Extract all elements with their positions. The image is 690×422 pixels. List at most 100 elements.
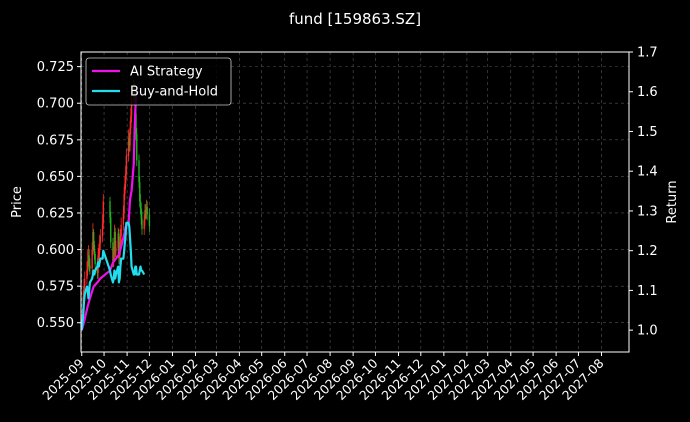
candle-body — [145, 207, 148, 213]
y-tick-label-left: 0.575 — [37, 280, 74, 295]
y-tick-label-right: 1.5 — [637, 125, 658, 140]
candle-body — [84, 278, 86, 287]
candle-body — [128, 138, 131, 146]
candle-body — [138, 160, 140, 183]
candle-body — [148, 214, 151, 227]
candle-body — [125, 155, 128, 174]
candle — [124, 176, 126, 200]
candle-body — [136, 133, 138, 161]
candle — [141, 211, 143, 235]
candle-body — [124, 183, 126, 194]
candle — [144, 204, 146, 227]
candle-body — [98, 243, 101, 253]
legend-box — [85, 57, 232, 106]
y-tick-label-right: 1.1 — [637, 284, 658, 299]
candle-body — [129, 128, 131, 146]
candle — [86, 261, 88, 285]
candle — [99, 229, 102, 250]
candle — [101, 214, 104, 243]
candle-body — [101, 223, 104, 237]
candle — [122, 205, 125, 231]
candle-body — [119, 236, 122, 250]
line-ai-strategy — [80, 90, 141, 331]
candle-body — [118, 233, 120, 259]
legend-label-buy-and-hold: Buy-and-Hold — [130, 85, 218, 100]
candle — [102, 193, 105, 230]
candle-body — [141, 218, 143, 230]
candle — [91, 242, 93, 275]
candle — [128, 132, 131, 152]
candle-body — [144, 210, 146, 221]
candle — [125, 148, 128, 180]
line-buy-and-hold — [80, 221, 146, 331]
candle-body — [146, 207, 148, 215]
candle-body — [109, 201, 111, 218]
candle-body — [117, 233, 119, 249]
candle — [139, 176, 141, 208]
candle — [130, 107, 132, 134]
y-tick-label-left: 0.650 — [37, 170, 74, 185]
candle — [92, 229, 95, 252]
candle — [93, 240, 96, 260]
candle — [139, 193, 142, 215]
y-axis-label-price: Price — [10, 186, 25, 218]
candle — [89, 258, 91, 275]
candle-body — [143, 220, 145, 230]
candle — [115, 240, 117, 257]
candle-body — [113, 232, 116, 254]
candle — [148, 208, 151, 232]
candle-body — [102, 201, 105, 224]
candle-body — [122, 212, 125, 225]
candle — [109, 196, 111, 224]
y-tick-label-left: 0.550 — [37, 316, 74, 331]
left-y-axis: 0.550 0.575 0.600 0.625 0.650 0.675 0.700 0.725 — [37, 60, 81, 331]
candle-body — [144, 210, 147, 213]
candle-body — [92, 232, 95, 246]
candle — [140, 202, 142, 225]
candle — [127, 129, 130, 162]
y-tick-label-right: 1.4 — [637, 165, 658, 180]
candle-body — [99, 236, 102, 244]
y-tick-label-right: 1.3 — [637, 204, 658, 219]
candle-body — [91, 249, 93, 269]
y-tick-label-right: 1.2 — [637, 244, 658, 259]
candle — [123, 186, 125, 219]
candle — [94, 251, 96, 271]
candle — [117, 227, 119, 254]
right-y-axis: 1.0 1.1 1.2 1.3 1.4 1.5 1.6 1.7 — [629, 46, 658, 339]
candle — [118, 229, 120, 265]
y-tick-label-left: 0.700 — [37, 97, 74, 112]
candle — [136, 128, 138, 167]
candle — [84, 271, 86, 292]
candle-body — [123, 193, 125, 213]
candle-body — [89, 265, 91, 269]
candle — [138, 154, 140, 189]
candle-body — [120, 224, 122, 237]
candle — [124, 166, 127, 190]
candle — [145, 199, 148, 219]
candle-body — [86, 261, 89, 271]
candle-body — [115, 248, 117, 252]
candle-body — [127, 138, 130, 156]
candle-body — [130, 116, 132, 129]
candle-body — [114, 232, 116, 252]
y-tick-label-right: 1.0 — [637, 324, 658, 339]
legend-label-ai-strategy: AI Strategy — [130, 65, 203, 80]
candle — [86, 249, 89, 276]
legend: AI Strategy Buy-and-Hold — [85, 57, 232, 106]
candle-body — [87, 255, 90, 262]
candle — [98, 234, 101, 259]
candle — [146, 201, 148, 221]
plot-frame — [80, 51, 630, 353]
y-tick-label-right: 1.7 — [637, 46, 658, 61]
return-lines — [80, 90, 146, 331]
candle-body — [140, 208, 142, 219]
candle — [129, 120, 131, 152]
candle — [88, 249, 90, 272]
candle — [120, 217, 122, 243]
candle — [92, 223, 94, 256]
y-tick-label-left: 0.600 — [37, 243, 74, 258]
candle-body — [113, 253, 115, 262]
y-tick-label-left: 0.625 — [37, 206, 74, 221]
